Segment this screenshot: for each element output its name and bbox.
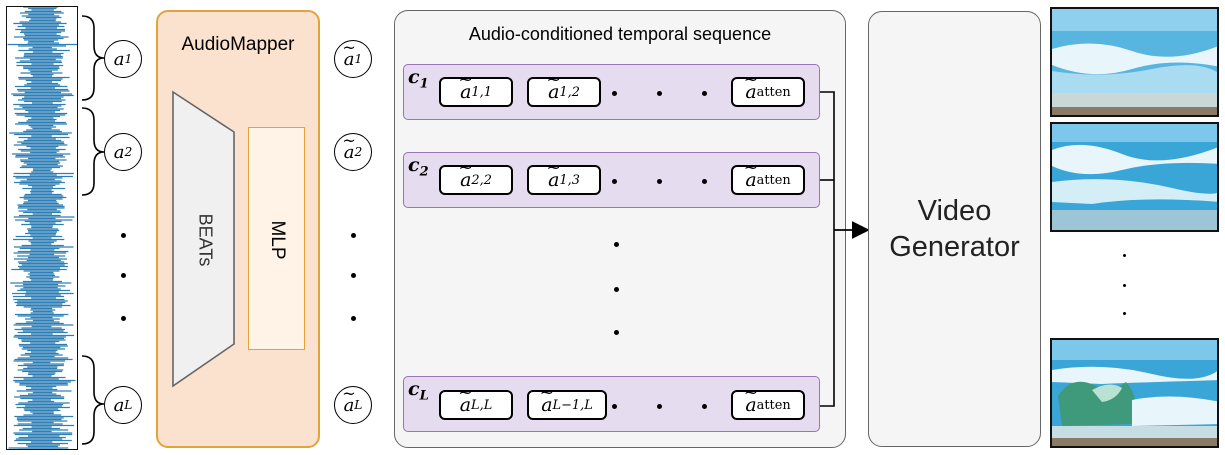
token-1-1: a1,1 (439, 77, 513, 107)
condition-label-L: cL (408, 378, 429, 404)
mapped-token-1: a1 (334, 40, 372, 78)
ellipsis-dot (702, 404, 707, 409)
waveform-trace (7, 7, 77, 449)
ellipsis-dot (1123, 254, 1126, 257)
mapped-token-L: aL (334, 386, 372, 424)
frame-image (1052, 9, 1217, 115)
token-2-2: a1,3 (527, 165, 601, 195)
token-1-2: a1,2 (527, 77, 601, 107)
ellipsis-dot (121, 316, 126, 321)
connector-row-1 (820, 91, 835, 407)
token-2-1: a2,2 (439, 165, 513, 195)
ellipsis-dot (657, 404, 662, 409)
video-generator-block (868, 11, 1041, 447)
brace-1 (81, 15, 105, 101)
ellipsis-dot (612, 91, 617, 96)
ellipsis-dot (351, 316, 356, 321)
ellipsis-dot (351, 273, 356, 278)
beats-trapezoid (172, 90, 235, 388)
ellipsis-dot (614, 330, 619, 335)
audio-waveform (6, 6, 78, 450)
brace-2 (81, 107, 105, 196)
sequence-title: Audio-conditioned temporal sequence (468, 24, 772, 44)
ellipsis-dot (121, 233, 126, 238)
frame-image (1052, 340, 1217, 446)
ellipsis-dot (1123, 312, 1126, 315)
waveform-graphic (7, 7, 77, 449)
ellipsis-dot (702, 91, 707, 96)
beats-label: BEATs (195, 213, 216, 267)
merge-connectors (820, 91, 870, 407)
ellipsis-dot (121, 273, 126, 278)
ellipsis-dot (1123, 284, 1126, 287)
token-L-1: aL,L (439, 390, 513, 420)
condition-label-2: c2 (408, 154, 429, 180)
video-frame-L (1050, 338, 1219, 448)
mlp-label: MLP (267, 220, 288, 260)
mapped-token-2: a2 (334, 133, 372, 171)
segment-braces (81, 15, 105, 445)
mlp-block (248, 127, 305, 350)
ellipsis-dot (612, 404, 617, 409)
ellipsis-dot (614, 287, 619, 292)
video-generator-label: Video Generator (889, 195, 1020, 263)
token-L-2: aL−1,L (527, 390, 607, 420)
beats-encoder (172, 90, 235, 388)
video-frame-2 (1050, 122, 1219, 232)
ellipsis-dot (657, 91, 662, 96)
condition-label-1: c1 (408, 66, 429, 92)
brace-L (81, 355, 105, 445)
video-frame-1 (1050, 7, 1219, 117)
ellipsis-dot (351, 233, 356, 238)
audiomapper-title: AudioMapper (181, 34, 295, 55)
frame-image (1052, 124, 1217, 230)
ellipsis-dot (614, 242, 619, 247)
ellipsis-dot (702, 179, 707, 184)
ellipsis-dot (612, 179, 617, 184)
ellipsis-dot (657, 179, 662, 184)
